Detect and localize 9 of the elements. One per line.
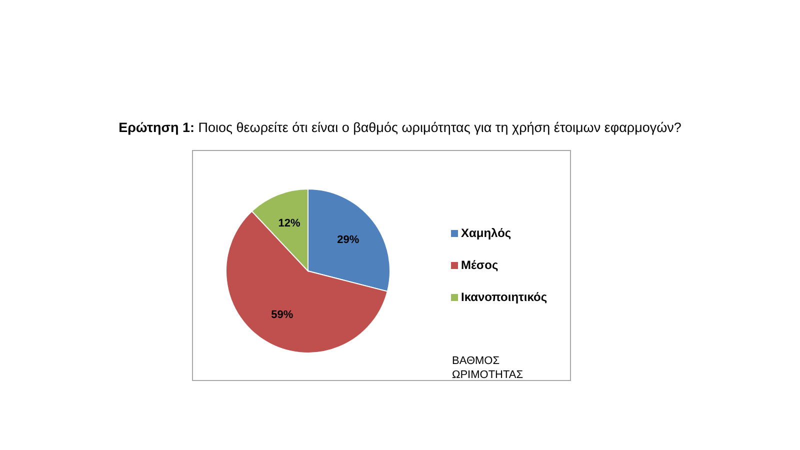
data-label: 12% (278, 218, 301, 230)
chart-subtitle: Ποιος θεωρείτε ότι είναι ο βαθμός ωριμότητας για τη χρήση έτοιμων εφαρμογών? (197, 120, 682, 135)
data-label: 29% (337, 234, 360, 246)
chart-title: Ερώτηση 1: (118, 120, 194, 135)
legend-label: Χαμηλός (461, 226, 512, 240)
text: ΒΑΘΜΟΣ ΩΡΙΜΟΤΗΤΑΣ (452, 354, 524, 382)
legend-label: Μέσος (461, 258, 498, 272)
legend-label: Ικανοποιητικός (461, 290, 548, 304)
data-label: 59% (271, 308, 294, 321)
